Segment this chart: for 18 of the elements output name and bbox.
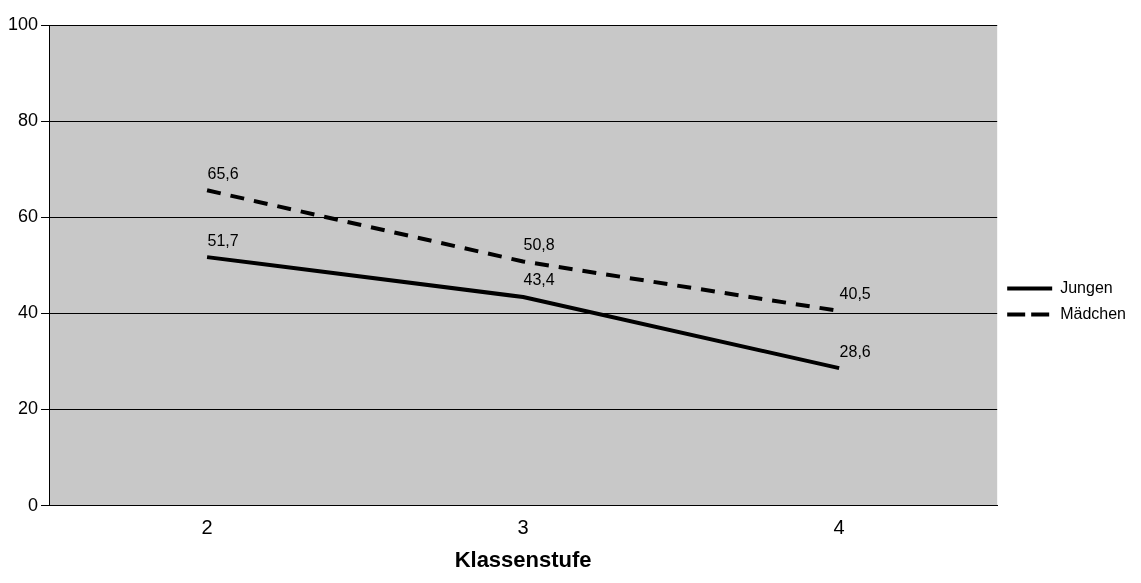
- x-tick-label: 3: [517, 516, 529, 539]
- y-tick-label: 100: [7, 13, 39, 34]
- data-label: 40,5: [839, 285, 871, 303]
- legend-label: Jungen: [1060, 278, 1113, 296]
- y-tick-label: 60: [18, 206, 39, 227]
- data-label: 28,6: [839, 342, 871, 360]
- y-tick-label: 80: [18, 110, 39, 131]
- data-label: 43,4: [523, 271, 555, 289]
- legend-label: Mädchen: [1060, 304, 1127, 322]
- data-label: 65,6: [207, 164, 239, 182]
- x-axis-title: Klassenstufe: [454, 546, 592, 572]
- data-label: 50,8: [523, 235, 555, 253]
- y-tick-label: 0: [28, 494, 39, 515]
- data-label: 51,7: [207, 231, 239, 249]
- y-tick-label: 20: [18, 398, 39, 419]
- y-tick-label: 40: [18, 302, 39, 323]
- x-tick-label: 4: [833, 516, 845, 539]
- x-tick-label: 2: [201, 516, 213, 539]
